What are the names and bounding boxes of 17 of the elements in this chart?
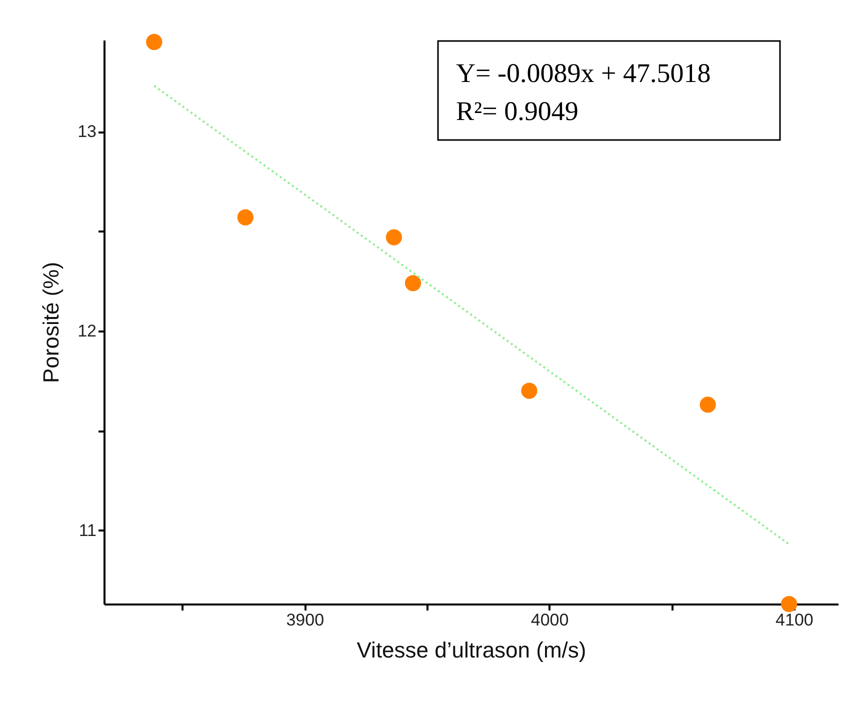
point	[700, 396, 716, 413]
annotation: Y= -0.0089x + 47.5018	[456, 58, 711, 88]
x-tick-label: 4000	[530, 610, 569, 630]
x-axis-title: Vitesse d’ultrason (m/s)	[356, 638, 586, 662]
y-tick-label: 13	[78, 122, 96, 142]
x-tick-label: 4100	[776, 610, 814, 630]
point	[386, 229, 402, 246]
annotation: R²= 0.9049	[456, 96, 578, 126]
y-tick-label: 11	[78, 520, 96, 540]
y-axis-title: Porosité (%)	[38, 262, 64, 384]
point	[146, 34, 162, 50]
point	[237, 209, 254, 226]
x-tick-label: 3900	[286, 610, 324, 630]
point	[781, 596, 798, 612]
point	[404, 275, 422, 292]
point	[521, 382, 538, 399]
y-tick-label: 12	[78, 321, 96, 340]
